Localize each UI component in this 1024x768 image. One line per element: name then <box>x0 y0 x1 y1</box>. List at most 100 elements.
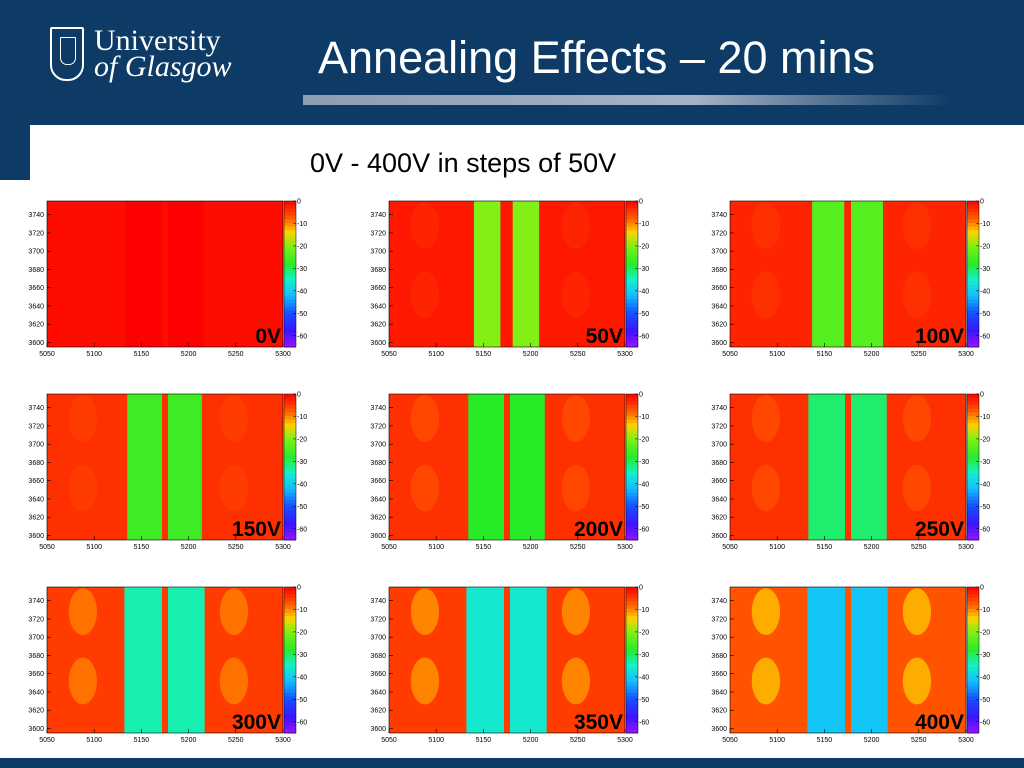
colorbar-segment <box>967 463 979 468</box>
colorbar-segment <box>626 536 638 541</box>
heatmap-300V: 5050 5100 5150 5200 5250 5300 3740 3720 3700 3680… <box>28 585 307 745</box>
colorbar-tick-label: 0 <box>980 585 984 592</box>
colorbar-segment <box>967 616 979 621</box>
university-logo[interactable]: University of Glasgow <box>50 24 232 85</box>
heatmap-gap <box>845 201 851 347</box>
y-tick-label: 3680 <box>370 653 386 660</box>
colorbar-segment <box>967 488 979 494</box>
colorbar-segment <box>967 601 979 606</box>
colorbar-segment <box>284 616 296 621</box>
y-tick-label: 3700 <box>711 249 727 256</box>
y-tick-label: 3620 <box>711 515 727 522</box>
y-tick-label: 3680 <box>711 460 727 467</box>
colorbar-tick-label: -40 <box>980 674 990 681</box>
colorbar-segment <box>284 419 296 424</box>
colorbar-tick-label: -30 <box>639 459 649 466</box>
colorbar-segment <box>284 641 296 646</box>
y-tick-label: 3640 <box>711 303 727 310</box>
colorbar-tick-label: -50 <box>980 311 990 318</box>
colorbar-tick-label: 0 <box>639 392 643 399</box>
y-tick-label: 3680 <box>28 653 44 660</box>
x-tick-label: 5100 <box>769 544 785 551</box>
colorbar-segment <box>626 448 638 453</box>
colorbar-segment <box>626 244 638 249</box>
y-tick-label: 3660 <box>28 671 44 678</box>
heatmap-lobe <box>561 588 591 635</box>
colorbar-segment <box>967 394 979 399</box>
colorbar-segment <box>284 463 296 468</box>
colorbar-segment <box>967 445 979 450</box>
colorbar-tick-label: -10 <box>980 414 990 421</box>
x-tick-label: 5150 <box>476 737 492 744</box>
colorbar-tick-label: -30 <box>980 459 990 466</box>
colorbar-tick-label: -60 <box>297 333 307 340</box>
colorbar-segment <box>284 514 296 519</box>
y-tick-label: 3740 <box>711 212 727 219</box>
colorbar-segment <box>284 306 296 311</box>
colorbar-segment <box>967 339 979 344</box>
colorbar-segment <box>284 601 296 606</box>
colorbar-segment <box>967 314 979 319</box>
x-tick-label: 5050 <box>39 544 55 551</box>
colorbar-segment <box>626 518 638 523</box>
colorbar-segment <box>284 215 296 220</box>
header-side-accent <box>0 125 30 180</box>
colorbar-segment <box>626 514 638 519</box>
colorbar-segment <box>284 274 296 279</box>
colorbar-segment <box>284 529 296 534</box>
colorbar-frame <box>966 200 980 348</box>
y-tick-label: 3700 <box>711 635 727 642</box>
voltage-label: 200V <box>574 518 623 541</box>
colorbar-segment <box>967 456 979 461</box>
colorbar-segment <box>967 252 979 257</box>
y-tick-label: 3620 <box>370 515 386 522</box>
colorbar-segment <box>284 707 296 712</box>
x-tick-label: 5050 <box>722 737 738 744</box>
colorbar-segment <box>967 401 979 406</box>
colorbar-segment <box>626 477 638 483</box>
y-tick-label: 3660 <box>28 478 44 485</box>
colorbar-segment <box>284 208 296 213</box>
colorbar-tick-label: -20 <box>980 629 990 636</box>
colorbar-segment <box>284 477 296 483</box>
colorbar-segment <box>626 707 638 712</box>
x-tick-label: 5100 <box>86 544 102 551</box>
colorbar-segment <box>626 321 638 326</box>
colorbar-segment <box>967 722 979 727</box>
colorbar-tick-label: -40 <box>297 674 307 681</box>
x-tick-label: 5050 <box>39 351 55 358</box>
colorbar-tick-label: -30 <box>980 652 990 659</box>
voltage-label: 250V <box>915 518 964 541</box>
colorbar-segment <box>284 226 296 231</box>
heatmap-lobe <box>561 271 591 319</box>
colorbar-tick-label: -40 <box>639 674 649 681</box>
colorbar-segment <box>967 295 979 301</box>
x-tick-label: 5300 <box>958 544 974 551</box>
colorbar-frame <box>283 393 297 541</box>
colorbar-segment <box>284 521 296 526</box>
colorbar-tick-label: -50 <box>297 504 307 511</box>
colorbar-segment <box>626 452 638 457</box>
colorbar-segment <box>626 722 638 727</box>
colorbar-segment <box>626 423 638 428</box>
colorbar-segment <box>284 441 296 446</box>
colorbar-segment <box>967 649 979 654</box>
colorbar-tick-label: -30 <box>980 266 990 273</box>
colorbar-tick-label: -60 <box>639 526 649 533</box>
colorbar-segment <box>626 485 638 490</box>
colorbar-segment <box>284 434 296 439</box>
heatmap-lobe <box>410 657 440 705</box>
x-tick-label: 5250 <box>228 351 244 358</box>
colorbar-segment <box>284 394 296 399</box>
y-tick-label: 3720 <box>28 230 44 237</box>
y-tick-label: 3700 <box>370 442 386 449</box>
colorbar-segment <box>626 685 638 690</box>
logo-text-line1: University <box>94 24 221 57</box>
x-tick-label: 5200 <box>864 351 880 358</box>
heatmap-lobe <box>219 202 249 249</box>
heatmap-lobe <box>219 271 249 319</box>
colorbar-segment <box>626 492 638 497</box>
colorbar-tick-label: -50 <box>980 697 990 704</box>
colorbar-tick-label: -60 <box>980 719 990 726</box>
